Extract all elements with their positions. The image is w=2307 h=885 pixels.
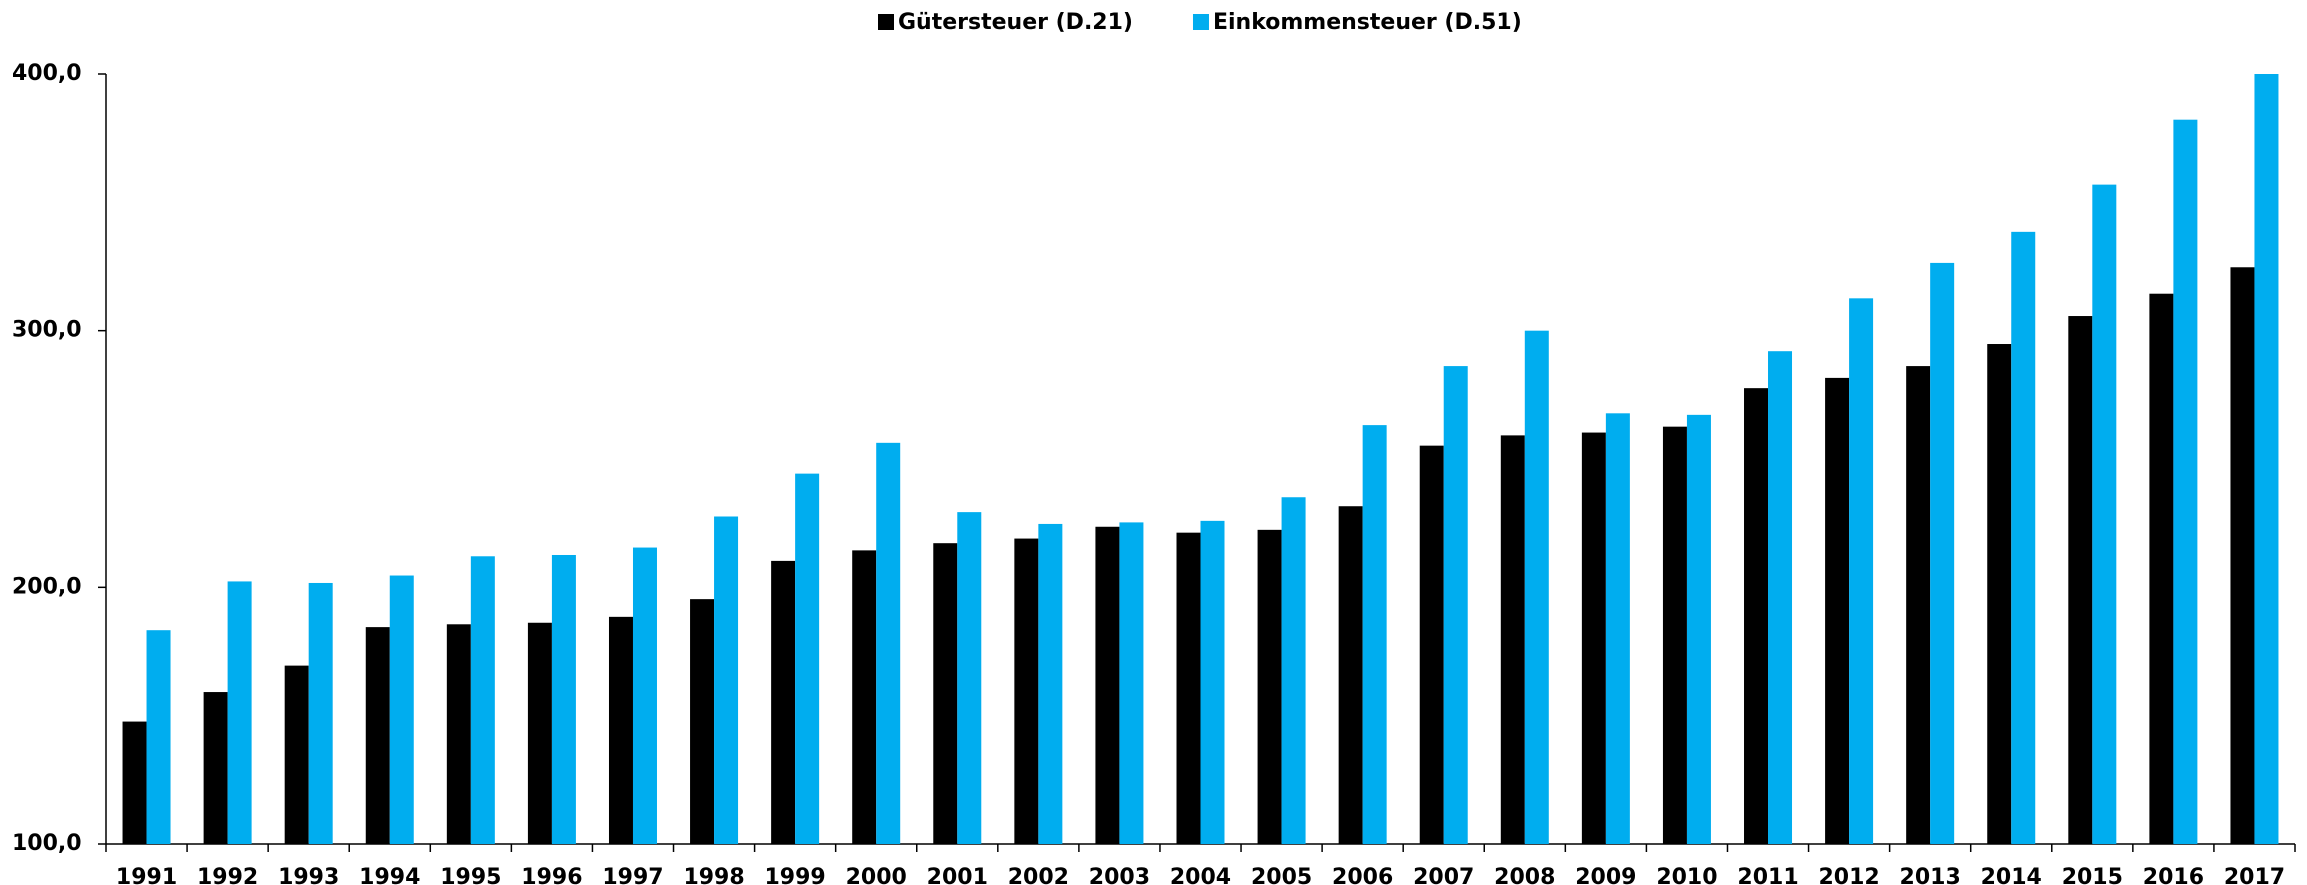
bar <box>1524 330 1549 845</box>
bar <box>1906 366 1931 844</box>
bar <box>1662 426 1687 844</box>
x-tick-label: 2008 <box>1494 865 1555 885</box>
x-tick-label: 2011 <box>1737 865 1798 885</box>
x-tick-label: 1991 <box>116 865 177 885</box>
bar <box>852 550 877 844</box>
bar <box>365 627 390 844</box>
bar <box>1281 497 1306 844</box>
legend-label: Gütersteuer (D.21) <box>898 10 1133 35</box>
bar <box>1338 506 1363 844</box>
bar <box>690 599 715 844</box>
x-tick-label: 2014 <box>1981 865 2042 885</box>
bar <box>2149 293 2174 844</box>
bar <box>122 721 147 844</box>
bar <box>1362 425 1387 844</box>
bar <box>1200 520 1225 844</box>
bar <box>527 622 552 844</box>
bar <box>2173 119 2198 845</box>
bar <box>1987 344 2012 844</box>
x-tick-label: 1993 <box>278 865 339 885</box>
bar <box>551 554 576 844</box>
bar <box>1119 522 1144 844</box>
bar <box>446 624 471 844</box>
bar <box>771 560 796 844</box>
x-tick-label: 2004 <box>1170 865 1231 885</box>
bar <box>1744 388 1769 844</box>
x-tick-label: 2013 <box>1900 865 1961 885</box>
bar <box>2011 231 2036 845</box>
bar <box>876 442 901 844</box>
x-tick-label: 2001 <box>927 865 988 885</box>
bar <box>1930 262 1955 844</box>
x-tick-label: 2007 <box>1413 865 1474 885</box>
x-tick-label: 2012 <box>1818 865 1879 885</box>
bar <box>1849 298 1874 844</box>
x-tick-label: 1994 <box>359 865 420 885</box>
bar <box>1500 435 1525 844</box>
bar <box>1014 538 1039 844</box>
x-tick-label: 2006 <box>1332 865 1393 885</box>
bar <box>795 473 820 844</box>
x-tick-label: 2005 <box>1251 865 1312 885</box>
x-tick-label: 2000 <box>846 865 907 885</box>
x-tick-label: 2017 <box>2224 865 2285 885</box>
bar <box>470 556 495 844</box>
bar <box>227 581 252 844</box>
bar <box>933 543 958 844</box>
x-tick-label: 1998 <box>683 865 744 885</box>
x-tick-label: 2009 <box>1575 865 1636 885</box>
bar <box>1419 445 1444 844</box>
x-tick-label: 1996 <box>521 865 582 885</box>
legend-label: Einkommensteuer (D.51) <box>1213 10 1522 35</box>
x-tick-label: 1999 <box>765 865 826 885</box>
bar <box>608 616 633 844</box>
bar <box>2230 267 2255 844</box>
legend-swatch <box>1192 14 1209 30</box>
bar <box>2092 184 2117 844</box>
y-tick-label: 100,0 <box>12 831 82 856</box>
bar <box>284 665 309 844</box>
bar <box>1176 532 1201 844</box>
bar <box>632 547 657 844</box>
bar <box>957 512 982 844</box>
x-tick-label: 1995 <box>440 865 501 885</box>
x-tick-label: 2015 <box>2062 865 2123 885</box>
bar <box>1605 413 1630 844</box>
bar <box>2068 316 2093 845</box>
y-tick-label: 300,0 <box>12 318 82 343</box>
bar <box>1581 432 1606 844</box>
bar <box>1686 414 1711 844</box>
x-tick-label: 1992 <box>197 865 258 885</box>
bar <box>714 516 739 844</box>
x-tick-label: 2010 <box>1656 865 1717 885</box>
x-tick-label: 2003 <box>1089 865 1150 885</box>
bar <box>1768 351 1793 844</box>
x-tick-label: 2002 <box>1008 865 1069 885</box>
x-tick-label: 1997 <box>602 865 663 885</box>
x-tick-label: 2016 <box>2143 865 2204 885</box>
legend-swatch <box>878 14 894 30</box>
y-tick-label: 200,0 <box>12 574 82 599</box>
y-tick-label: 400,0 <box>12 61 82 86</box>
bar <box>1038 523 1063 844</box>
bar <box>146 630 171 844</box>
bar <box>389 575 414 844</box>
bar <box>1443 366 1468 844</box>
bar <box>1825 377 1850 844</box>
bar <box>1257 529 1282 844</box>
bar <box>203 692 228 844</box>
bar <box>2254 74 2279 844</box>
bar <box>308 582 333 844</box>
bar <box>1095 526 1120 844</box>
